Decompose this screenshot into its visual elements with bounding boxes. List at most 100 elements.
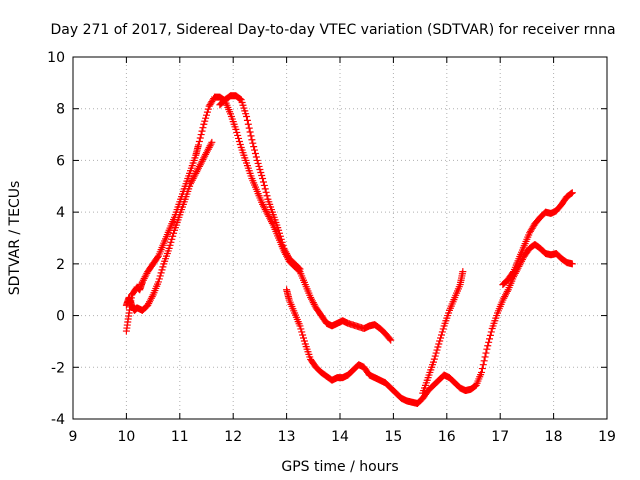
data-point	[235, 137, 243, 145]
data-point	[300, 337, 308, 345]
axis-ticks: 9 10 11 12 13 14 15 16 17 18 19 -4 -2 0 2 4 6 8 10	[47, 50, 616, 445]
data-point	[207, 140, 215, 148]
data-point	[480, 357, 488, 365]
data-point	[200, 120, 208, 128]
data-point	[483, 345, 491, 353]
data-point	[203, 108, 211, 116]
x-tick-label: 16	[438, 429, 456, 445]
x-tick-label: 18	[545, 429, 563, 445]
data-point	[234, 131, 242, 139]
data-point	[485, 338, 493, 346]
data-point	[236, 140, 244, 148]
data-point	[478, 368, 486, 376]
data-point	[170, 229, 178, 237]
x-tick-label: 17	[491, 429, 509, 445]
data-points	[122, 92, 576, 407]
x-tick-label: 14	[331, 429, 349, 445]
data-point	[568, 189, 576, 197]
data-point	[298, 328, 306, 336]
data-point	[198, 127, 206, 135]
data-point	[243, 116, 251, 124]
data-point	[459, 268, 467, 276]
x-tick-label: 13	[278, 429, 296, 445]
series-pass-B	[122, 138, 216, 314]
data-point	[436, 337, 444, 345]
data-point	[194, 141, 202, 149]
data-point	[479, 361, 487, 369]
data-point	[296, 322, 304, 330]
data-point	[276, 232, 284, 240]
y-tick-label: 4	[56, 205, 65, 221]
data-point	[487, 328, 495, 336]
data-point	[195, 137, 203, 145]
data-point	[278, 238, 286, 246]
data-point	[202, 114, 210, 122]
series-pass-A	[122, 93, 395, 344]
data-point	[255, 162, 263, 170]
data-point	[259, 178, 267, 186]
series-pass-E	[419, 268, 467, 397]
data-point	[279, 241, 287, 249]
series-pass-D	[283, 240, 576, 407]
data-point	[297, 325, 305, 333]
y-tick-label: -2	[51, 360, 65, 376]
data-point	[204, 105, 212, 113]
data-point	[275, 229, 283, 237]
data-point	[248, 136, 256, 144]
x-tick-label: 10	[117, 429, 135, 445]
x-tick-label: 11	[171, 429, 189, 445]
data-point	[299, 331, 307, 339]
data-point	[158, 266, 166, 274]
data-point	[249, 139, 257, 147]
data-point	[275, 226, 283, 234]
data-point	[156, 272, 164, 280]
data-point	[259, 175, 267, 183]
y-tick-label: 10	[47, 50, 65, 66]
data-point	[437, 331, 445, 339]
data-point	[235, 134, 243, 142]
data-point	[486, 331, 494, 339]
data-point	[251, 146, 259, 154]
data-point	[233, 128, 241, 136]
data-point	[429, 358, 437, 366]
data-point	[250, 143, 258, 151]
data-point	[165, 244, 173, 252]
data-point	[295, 264, 303, 272]
data-point	[256, 165, 264, 173]
data-point	[246, 128, 254, 136]
data-point	[438, 328, 446, 336]
data-point	[296, 265, 304, 273]
x-tick-label: 9	[69, 429, 78, 445]
data-point	[434, 343, 442, 351]
data-point	[243, 112, 251, 120]
data-point	[167, 238, 175, 246]
data-point	[262, 188, 270, 196]
data-point	[199, 124, 207, 132]
series-pass-F	[499, 189, 576, 289]
data-point	[432, 349, 440, 357]
data-point	[166, 241, 174, 249]
x-axis-label: GPS time / hours	[281, 459, 398, 475]
data-point	[300, 334, 308, 342]
data-point	[169, 232, 177, 240]
y-tick-label: -4	[51, 412, 65, 428]
data-point	[148, 293, 156, 301]
series-pass-C	[216, 92, 304, 273]
data-point	[261, 185, 269, 193]
data-point	[567, 189, 575, 197]
data-point	[157, 269, 165, 277]
data-point	[439, 325, 447, 333]
data-point	[247, 132, 255, 140]
data-point	[168, 235, 176, 243]
data-point	[437, 334, 445, 342]
data-point	[430, 355, 438, 363]
x-tick-label: 15	[384, 429, 402, 445]
data-point	[435, 340, 443, 348]
data-point	[481, 353, 489, 361]
y-tick-label: 0	[56, 309, 65, 325]
data-point	[208, 138, 216, 146]
data-point	[196, 134, 204, 142]
y-tick-label: 2	[56, 257, 65, 273]
data-point	[245, 124, 253, 132]
